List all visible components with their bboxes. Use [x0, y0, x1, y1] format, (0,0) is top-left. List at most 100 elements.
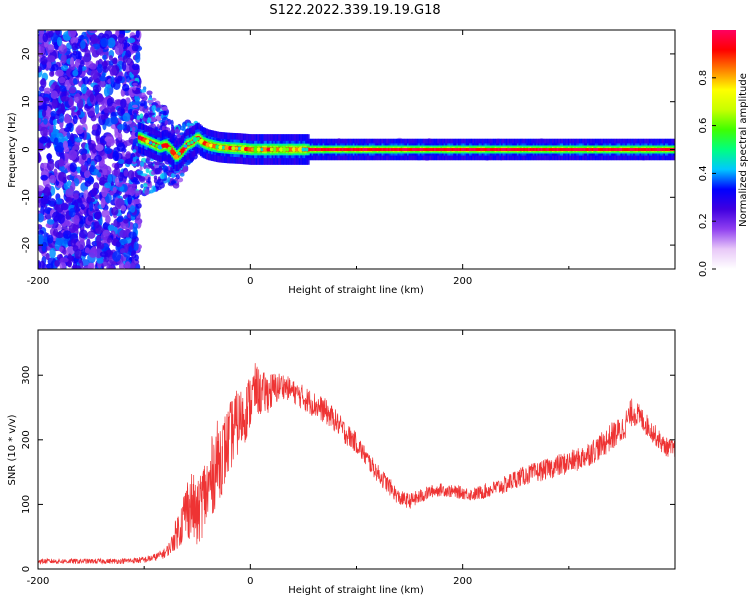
spectrogram-cell	[99, 75, 107, 82]
spectrogram-cell	[46, 218, 55, 225]
spectrogram-ridge-cell	[414, 148, 418, 151]
spectrogram-cell	[72, 245, 79, 252]
spectrogram-ridge-cell	[365, 148, 369, 151]
spectrogram-cell	[170, 173, 175, 179]
y-tick-label: 200	[21, 430, 32, 449]
spectrogram-cell	[68, 96, 74, 107]
spectrogram-cell	[62, 248, 67, 255]
spectrogram-ridge-cell	[505, 148, 509, 151]
spectrogram-ridge-cell	[376, 148, 380, 151]
spectrogram-ridge-cell	[621, 148, 625, 151]
spectrogram-cell	[56, 36, 63, 47]
spectrogram-peak	[196, 136, 200, 141]
spectrogram-cell	[90, 114, 97, 122]
spectrogram-cell	[138, 94, 142, 99]
spectrogram-cell	[95, 234, 102, 246]
spectrogram-ridge-cell	[564, 148, 568, 151]
spectrogram-peak	[240, 146, 246, 152]
spectrogram-cell	[102, 229, 111, 237]
spectrogram-ridge-cell	[410, 148, 414, 151]
spectrogram-cell	[45, 252, 50, 261]
spectrogram-ridge-cell	[379, 148, 383, 151]
spectrogram-cell	[71, 265, 78, 269]
spectrogram-ridge-cell	[440, 148, 444, 151]
spectrogram-ridge-cell	[341, 148, 345, 151]
spectrogram-cell	[120, 98, 127, 109]
spectrogram-ridge-cell	[392, 148, 396, 151]
spectrogram-ridge-cell	[668, 148, 672, 151]
spectrogram-cell	[69, 57, 75, 67]
spectrogram-ridge-cell	[617, 148, 621, 151]
spectrogram-peak	[142, 138, 146, 142]
spectrogram-cell	[80, 83, 87, 94]
spectrogram-cell	[38, 229, 45, 236]
snr-series-line	[38, 363, 675, 565]
spectrogram-cell	[38, 234, 44, 245]
spectrogram-cell	[143, 182, 148, 188]
spectrogram-ridge-cell	[438, 148, 442, 151]
spectrogram-peak	[276, 147, 280, 152]
spectrogram-cell	[63, 115, 72, 124]
spectrogram-ridge-cell	[324, 148, 328, 151]
spectrogram-cell	[135, 190, 141, 196]
spectrogram-cell	[89, 201, 94, 212]
spectrogram-cell	[38, 96, 44, 106]
spectrogram-ridge-cell	[448, 148, 452, 151]
spectrogram-ridge-cell	[666, 148, 670, 151]
spectrogram-ridge-cell	[457, 148, 461, 151]
spectrogram-peak	[192, 136, 198, 142]
spectrogram-cell	[132, 178, 140, 185]
spectrogram-ridge-cell	[574, 148, 578, 151]
spectrogram-ridge-cell	[469, 148, 473, 151]
spectrogram-cell	[95, 94, 104, 103]
colorbar-tick-label: 0.2	[698, 213, 709, 229]
spectrogram-ridge-cell	[435, 148, 439, 151]
spectrogram-ridge-cell	[516, 148, 520, 151]
spectrogram-cell	[49, 71, 55, 77]
spectrogram-cell	[118, 158, 125, 165]
spectrogram-ridge-cell	[497, 148, 501, 151]
colorbar-tick-label: 0.8	[698, 70, 709, 86]
spectrogram-ridge-cell	[578, 148, 582, 151]
spectrogram-ridge-cell	[360, 148, 364, 151]
spectrogram-ridge-cell	[192, 139, 196, 144]
spectrogram-ridge-cell	[454, 148, 458, 151]
spectrogram-cell	[69, 162, 77, 173]
spectrogram-cell	[101, 209, 110, 218]
spectrogram-ridge-cell	[348, 148, 352, 151]
spectrogram-cell	[134, 53, 141, 64]
spectrogram-cell	[65, 188, 74, 198]
spectrogram-cell	[60, 103, 66, 112]
spectrogram-ridge-cell	[367, 148, 371, 151]
spectrogram-cell	[139, 103, 145, 107]
spectrogram-ridge-cell	[139, 136, 143, 141]
spectrogram-ridge-cell	[462, 148, 466, 151]
spectrogram-cell	[112, 65, 117, 76]
spectrogram-cell	[38, 185, 45, 192]
spectrogram-ridge-cell	[338, 148, 342, 151]
spectrogram-cell	[61, 96, 70, 102]
snr-ticks: -200 0 200 0 100 200 300	[21, 330, 676, 587]
spectrogram-cell	[38, 224, 43, 230]
spectrogram-ridge-cell	[508, 148, 512, 151]
spectrogram-ridge-cell	[528, 148, 532, 151]
spectrogram-cell	[93, 221, 100, 229]
spectrogram-cell	[122, 83, 130, 92]
spectrogram-cell	[73, 78, 78, 85]
spectrogram-cell	[155, 115, 162, 122]
spectrogram-image	[38, 30, 675, 269]
spectrogram-ridge-cell	[373, 148, 377, 151]
spectrogram-cell	[46, 263, 54, 269]
spectrogram-peak	[205, 142, 211, 147]
spectrogram-cell	[43, 118, 48, 125]
y-tick-label: 0	[21, 146, 32, 152]
spectrogram-cell	[135, 30, 140, 39]
spectrogram-ridge-cell	[526, 148, 530, 151]
spectrogram-cell	[59, 261, 67, 269]
spectrogram-ridge-cell	[472, 148, 476, 151]
spectrogram-ridge-cell	[561, 148, 565, 151]
spectrogram-cell	[78, 148, 88, 156]
spectrogram-cell	[179, 172, 185, 177]
spectrogram-cell	[89, 62, 97, 70]
spectrogram-cell	[49, 174, 57, 184]
